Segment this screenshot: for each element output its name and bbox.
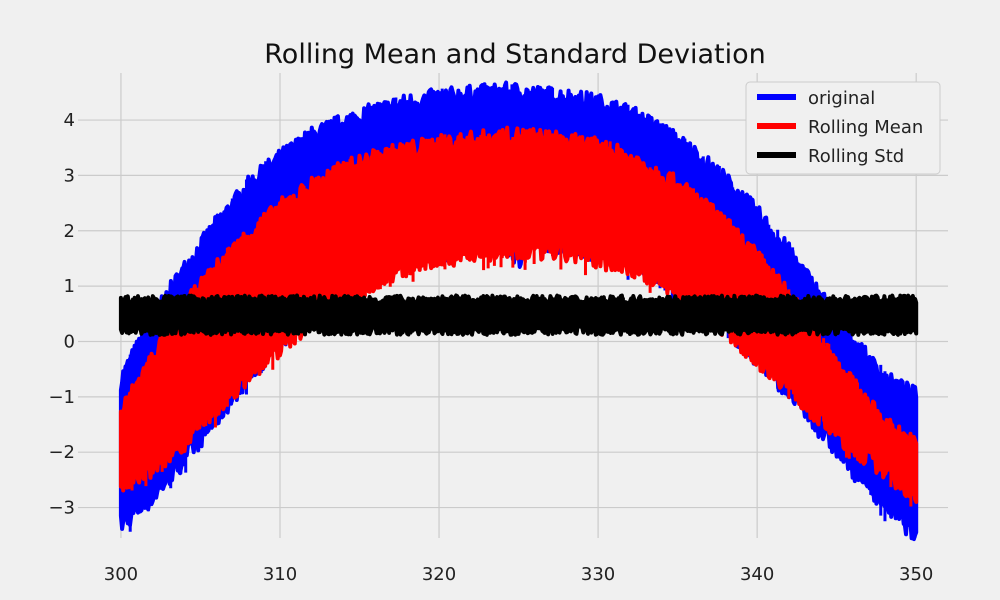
y-tick-label: 1 [64,276,75,297]
x-tick-label: 350 [899,564,933,585]
y-tick-label: 4 [64,110,75,131]
y-tick-label: 2 [64,221,75,242]
x-tick-label: 300 [104,564,138,585]
y-tick-label: 3 [64,165,75,186]
legend-label-rolling-std: Rolling Std [808,146,904,167]
series-rolling-mean [118,125,919,507]
y-tick-label: −1 [48,387,75,408]
legend-label-rolling-mean: Rolling Mean [808,117,923,138]
x-tick-label: 340 [740,564,774,585]
y-axis-ticks: −3 −2 −1 0 1 2 3 4 [48,110,75,519]
legend-box [745,81,941,175]
y-tick-label: −2 [48,442,75,463]
series-layer [118,80,919,542]
series-band [118,125,919,504]
x-tick-label: 310 [263,564,297,585]
x-tick-label: 320 [422,564,456,585]
legend-label-original: original [808,88,875,109]
y-tick-label: 0 [64,331,75,352]
y-tick-label: −3 [48,498,75,519]
chart-title: Rolling Mean and Standard Deviation [264,39,766,70]
legend: original Rolling Mean Rolling Std [745,81,941,175]
series-rolling-std [118,293,919,337]
x-tick-label: 330 [581,564,615,585]
x-axis-ticks: 300 310 320 330 340 350 [104,564,934,585]
